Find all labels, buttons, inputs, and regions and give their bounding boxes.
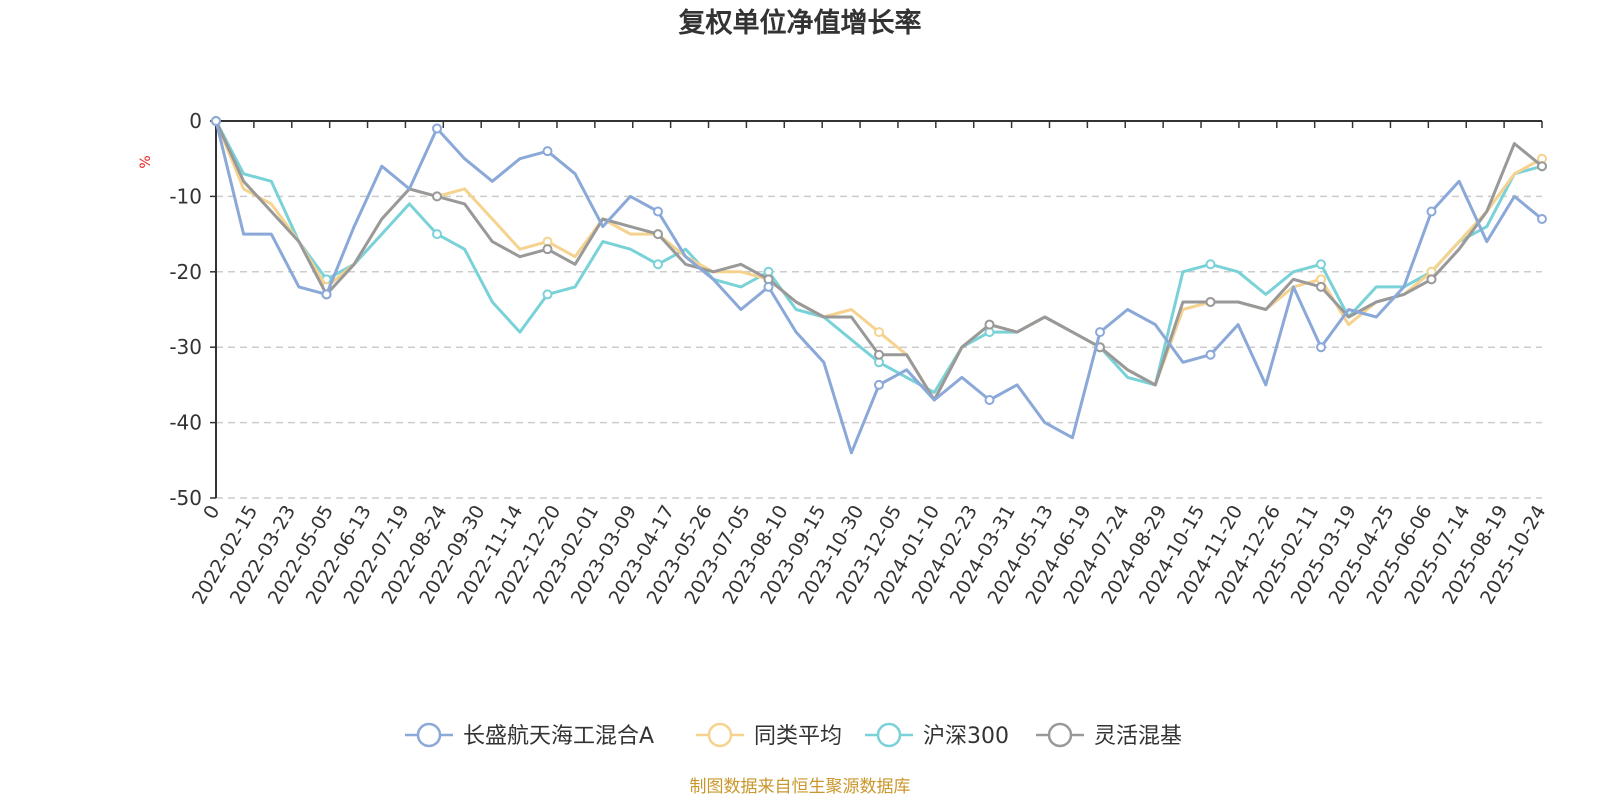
y-tick-label: -40 [169,411,202,435]
data-point [984,319,995,330]
x-axis-ticks: 02022-02-152022-03-232022-05-052022-06-1… [188,121,1550,608]
data-point [1095,327,1105,338]
y-tick-label: -30 [169,335,202,359]
data-point [1537,161,1547,172]
data-point [653,259,663,270]
data-point [874,349,884,360]
series-lines [211,116,1547,455]
y-axis-unit: % [138,155,154,168]
data-point [1316,281,1326,292]
y-axis-ticks: 0 -10 -20 -30 -40 -50 [169,109,216,510]
x-tick-label: 0 [199,502,224,523]
data-point [432,123,442,134]
axes [215,120,1542,498]
legend-marker [416,722,442,748]
legend-marker [876,722,902,748]
legend-marker [707,722,733,748]
data-point [211,116,221,126]
data-source-note: 制图数据来自恒生聚源数据库 [690,777,911,797]
y-tick-label: 0 [189,109,202,133]
data-point [1426,274,1437,285]
data-point [1316,259,1326,270]
y-tick-label: -10 [169,184,202,208]
series-line-0 [214,120,1543,455]
data-point [542,146,553,157]
data-point [984,394,995,405]
legend-label: 同类平均 [754,724,842,749]
legend-item-0[interactable]: 长盛航天海工混合A [405,722,654,749]
legend[interactable]: 长盛航天海工混合A 同类平均 沪深300 灵活混基 [405,722,1182,749]
data-point [1205,349,1216,360]
data-point [542,244,553,255]
legend-item-2[interactable]: 沪深300 [865,722,1009,749]
data-point [874,379,884,390]
legend-marker [1047,722,1073,748]
grid-lines [216,195,1542,499]
data-point [874,327,884,338]
data-point [1205,259,1216,270]
data-point [653,206,663,217]
data-point [1426,206,1437,217]
data-point [763,281,774,292]
data-point [1316,342,1326,353]
data-point [1205,296,1216,307]
data-point [321,289,332,300]
y-tick-label: -50 [169,486,202,510]
data-point [542,289,553,300]
data-point [432,191,442,202]
legend-label: 灵活混基 [1094,724,1182,749]
legend-item-1[interactable]: 同类平均 [696,722,842,749]
data-point [432,229,442,240]
legend-label: 沪深300 [923,724,1009,749]
data-point [653,229,663,240]
y-tick-label: -20 [169,260,202,284]
chart-title: 复权单位净值增长率 [679,7,922,39]
data-point [1537,214,1547,225]
legend-label: 长盛航天海工混合A [463,724,654,749]
legend-item-3[interactable]: 灵活混基 [1036,722,1182,749]
